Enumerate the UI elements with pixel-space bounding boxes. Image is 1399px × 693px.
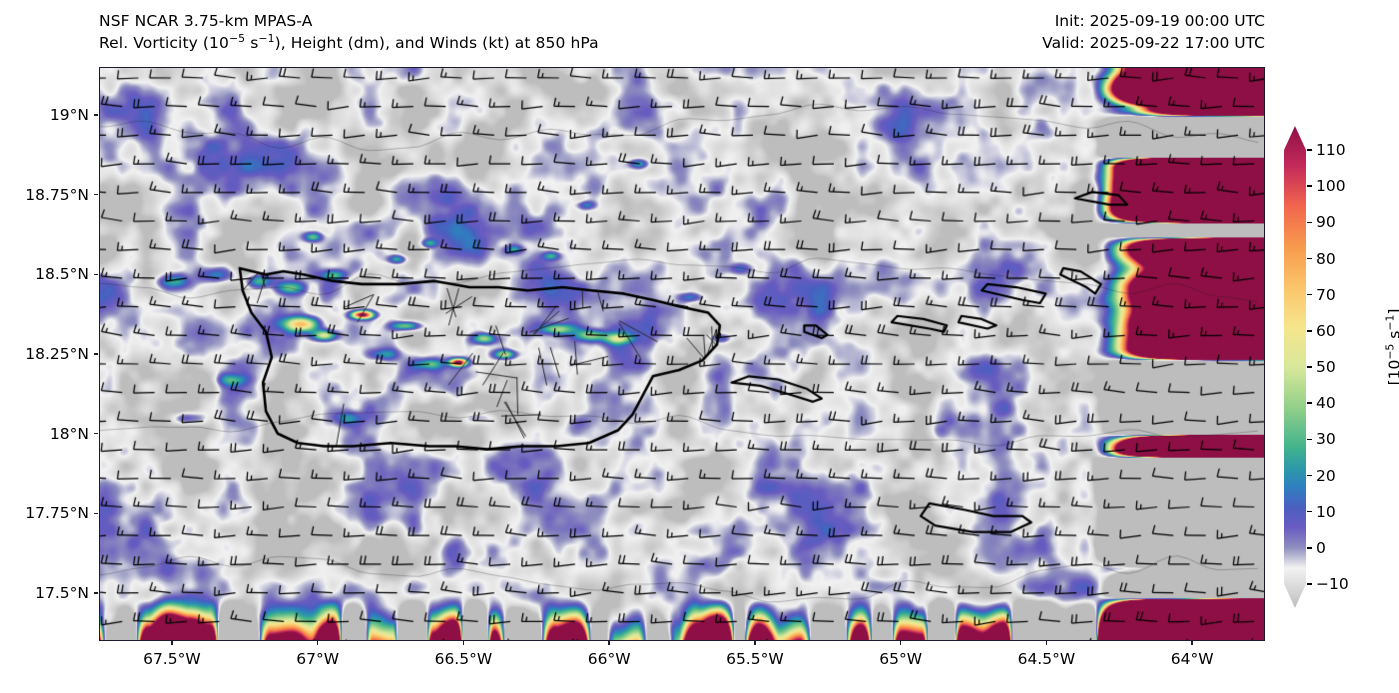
colorbar-tick-mark <box>1307 366 1312 368</box>
y-tick-mark <box>94 273 98 275</box>
colorbar-tick-label: 60 <box>1316 321 1336 340</box>
y-axis-tick-label: 17.75°N <box>25 504 89 523</box>
x-axis-tick-label: 67°W <box>296 650 340 668</box>
x-tick-mark <box>1045 641 1048 645</box>
init-time-label: Init: 2025-09-19 00:00 UTC <box>1054 12 1265 30</box>
colorbar-tick-mark <box>1307 438 1312 441</box>
x-tick-mark <box>1191 641 1193 645</box>
colorbar-tick-label: 80 <box>1316 249 1336 268</box>
x-axis-tick-label: 66°W <box>587 650 631 668</box>
colorbar-tick-label: 50 <box>1316 358 1336 376</box>
colorbar-tick-mark <box>1307 257 1312 260</box>
x-axis-tick-label: 64.5°W <box>1017 650 1076 668</box>
colorbar-tick-mark <box>1307 583 1312 585</box>
x-tick-mark <box>899 641 902 645</box>
colorbar-tick-mark <box>1307 547 1312 549</box>
vorticity-wind-map-canvas[interactable] <box>100 68 1264 640</box>
chart-title-right: Init: 2025-09-19 00:00 UTC Valid: 2025-0… <box>1042 10 1265 54</box>
y-tick-mark <box>94 592 98 594</box>
colorbar-tick-label: 70 <box>1316 285 1336 304</box>
colorbar-tick-mark <box>1307 330 1312 332</box>
colorbar-tick-label: 0 <box>1316 538 1326 557</box>
y-tick-mark <box>94 193 98 196</box>
colorbar[interactable] <box>1284 126 1306 608</box>
x-axis-tick-label: 67.5°W <box>143 650 201 668</box>
model-name-line: NSF NCAR 3.75-km MPAS-A <box>99 12 313 30</box>
y-tick-mark <box>94 114 98 116</box>
colorbar-tick-label: 100 <box>1316 177 1346 196</box>
colorbar-tick-mark <box>1307 221 1312 224</box>
x-tick-mark <box>608 641 610 645</box>
x-tick-mark <box>171 641 173 645</box>
colorbar-tick-mark <box>1307 402 1312 404</box>
colorbar-axis-label: [10−5 s−1] <box>1383 308 1399 385</box>
x-axis-tick-label: 64°W <box>1170 650 1214 668</box>
y-axis-tick-label: 18°N <box>49 424 89 443</box>
colorbar-tick-label: 30 <box>1316 430 1336 449</box>
colorbar-tick-mark <box>1307 149 1312 151</box>
x-axis-tick-label: 65°W <box>879 650 923 668</box>
colorbar-tick-mark <box>1307 474 1312 477</box>
y-axis-tick-label: 18.25°N <box>25 345 89 363</box>
y-axis-tick-label: 17.5°N <box>35 584 89 603</box>
y-tick-mark <box>94 512 98 515</box>
colorbar-tick-label: 90 <box>1316 213 1336 232</box>
y-axis-tick-label: 18.75°N <box>25 185 89 204</box>
y-axis-tick-label: 18.5°N <box>35 265 89 284</box>
valid-time-label: Valid: 2025-09-22 17:00 UTC <box>1042 34 1265 52</box>
colorbar-tick-mark <box>1307 185 1312 187</box>
colorbar-tick-label: 40 <box>1316 394 1336 413</box>
x-tick-mark <box>462 641 465 645</box>
colorbar-tick-label: 10 <box>1316 502 1336 521</box>
x-axis-tick-label: 66.5°W <box>434 650 493 668</box>
x-axis-tick-label: 65.5°W <box>726 650 784 668</box>
y-tick-mark <box>94 433 98 435</box>
colorbar-tick-label: −10 <box>1316 575 1349 593</box>
field-description-line: Rel. Vorticity (10−5 s−1), Height (dm), … <box>99 31 599 52</box>
colorbar-gradient <box>1284 126 1306 608</box>
colorbar-tick-mark <box>1307 293 1312 296</box>
chart-title-left: NSF NCAR 3.75-km MPAS-A Rel. Vorticity (… <box>99 10 599 54</box>
colorbar-tick-mark <box>1307 510 1312 513</box>
x-tick-mark <box>754 641 756 645</box>
colorbar-tick-label: 110 <box>1316 141 1346 159</box>
map-plot-area[interactable] <box>99 67 1265 641</box>
y-tick-mark <box>94 353 98 355</box>
x-tick-mark <box>316 641 319 645</box>
y-axis-tick-label: 19°N <box>49 105 89 124</box>
colorbar-tick-label: 20 <box>1316 466 1336 485</box>
